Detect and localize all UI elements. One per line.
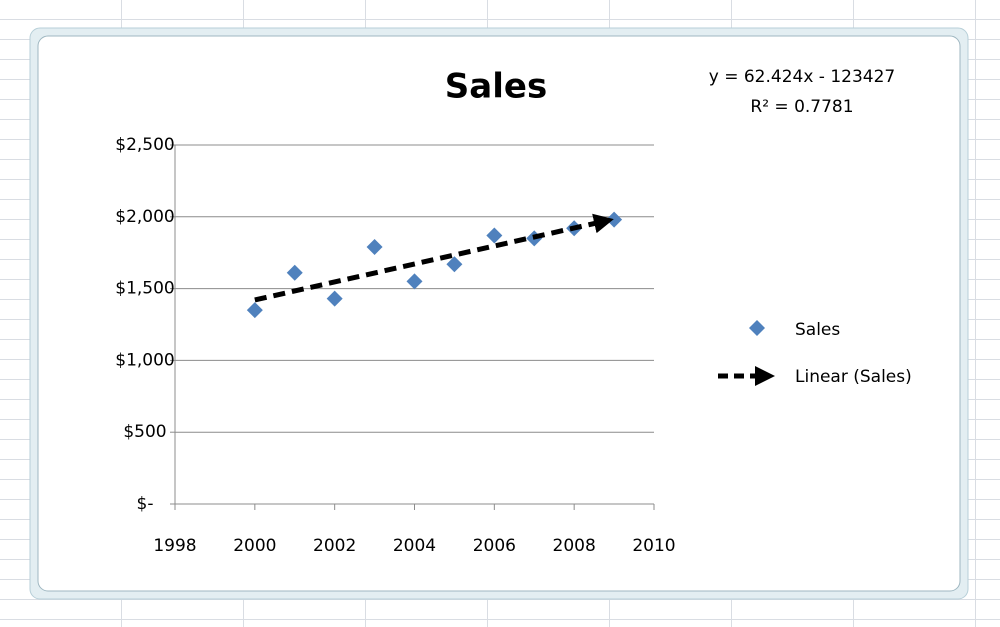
data-point xyxy=(326,290,343,307)
data-point xyxy=(286,264,303,281)
trendline xyxy=(254,213,614,303)
x-tick-label: 2006 xyxy=(473,536,516,556)
chart-area xyxy=(37,35,961,592)
x-tick-label: 2000 xyxy=(233,536,276,556)
data-point xyxy=(486,227,503,244)
x-tick-label: 2004 xyxy=(393,536,436,556)
x-tick-label: 2008 xyxy=(553,536,596,556)
data-point xyxy=(446,256,463,273)
legend-label: Linear (Sales) xyxy=(795,367,912,387)
data-point xyxy=(246,302,263,319)
legend-label: Sales xyxy=(795,320,840,340)
trendline-equation: y = 62.424x - 123427 xyxy=(709,67,896,87)
data-point xyxy=(366,238,383,255)
r-squared: R² = 0.7781 xyxy=(750,97,853,117)
y-tick-label: $2,500 xyxy=(115,135,174,155)
chart-title: Sales xyxy=(445,67,547,107)
data-point xyxy=(406,273,423,290)
y-tick-label: $2,000 xyxy=(115,207,174,227)
y-tick-label: $- xyxy=(137,494,154,514)
y-tick-label: $500 xyxy=(123,422,166,442)
y-tick-label: $1,000 xyxy=(115,350,174,370)
x-tick-label: 2010 xyxy=(632,536,675,556)
y-tick-label: $1,500 xyxy=(115,279,174,299)
x-tick-label: 2002 xyxy=(313,536,356,556)
x-tick-label: 1998 xyxy=(153,536,196,556)
legend-marker xyxy=(749,320,765,336)
